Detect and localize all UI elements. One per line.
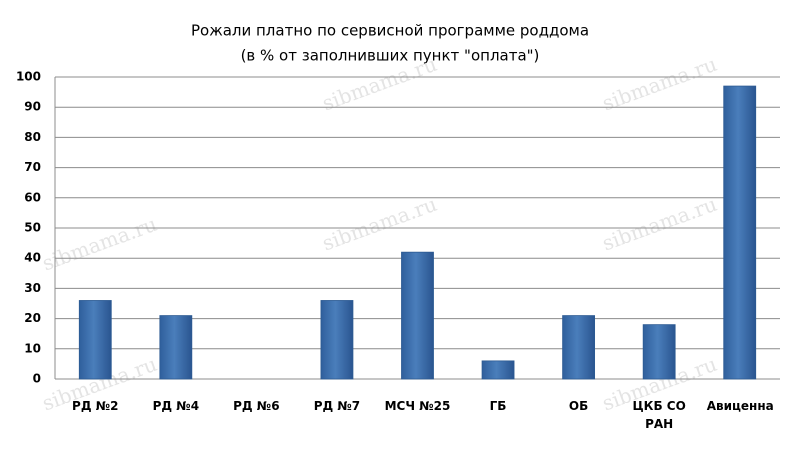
y-tick-label: 10 — [24, 341, 41, 355]
y-tick-label: 90 — [24, 100, 41, 114]
x-tick-label: МСЧ №25 — [384, 399, 451, 413]
chart-subtitle: (в % от заполнивших пункт "оплата") — [241, 47, 540, 65]
bar — [159, 315, 193, 380]
y-tick-label: 0 — [33, 372, 41, 386]
y-tick-label: 80 — [24, 130, 41, 144]
y-tick-label: 100 — [16, 70, 41, 84]
bar — [401, 251, 434, 380]
bar — [642, 324, 676, 380]
y-tick-label: 50 — [24, 221, 41, 235]
bar — [320, 300, 354, 380]
x-tick-label: ГБ — [489, 399, 507, 413]
x-tick-label: РД №6 — [233, 399, 280, 413]
x-tick-label: РД №7 — [313, 399, 361, 413]
y-tick-label: 60 — [24, 190, 41, 204]
x-tick-label: Авиценна — [706, 399, 774, 413]
y-tick-label: 30 — [24, 281, 41, 295]
x-tick-label: РД №4 — [152, 399, 200, 413]
x-tick-label: ЦКБ СО РАН — [632, 399, 686, 431]
bar — [78, 300, 112, 380]
watermark: sibmama.ru — [599, 52, 720, 116]
watermark: sibmama.ru — [599, 192, 720, 256]
x-tick-label: РД №2 — [72, 399, 119, 413]
bar — [481, 360, 515, 380]
y-tick-label: 40 — [24, 251, 41, 265]
bar — [562, 315, 596, 380]
y-tick-label: 20 — [24, 311, 41, 325]
watermark: sibmama.ru — [319, 192, 440, 256]
y-tick-label: 70 — [24, 160, 41, 174]
watermark: sibmama.ru — [39, 212, 160, 276]
x-tick-label: ОБ — [568, 399, 589, 413]
bar — [723, 85, 757, 380]
chart-title: Рожали платно по сервисной программе род… — [191, 22, 589, 40]
